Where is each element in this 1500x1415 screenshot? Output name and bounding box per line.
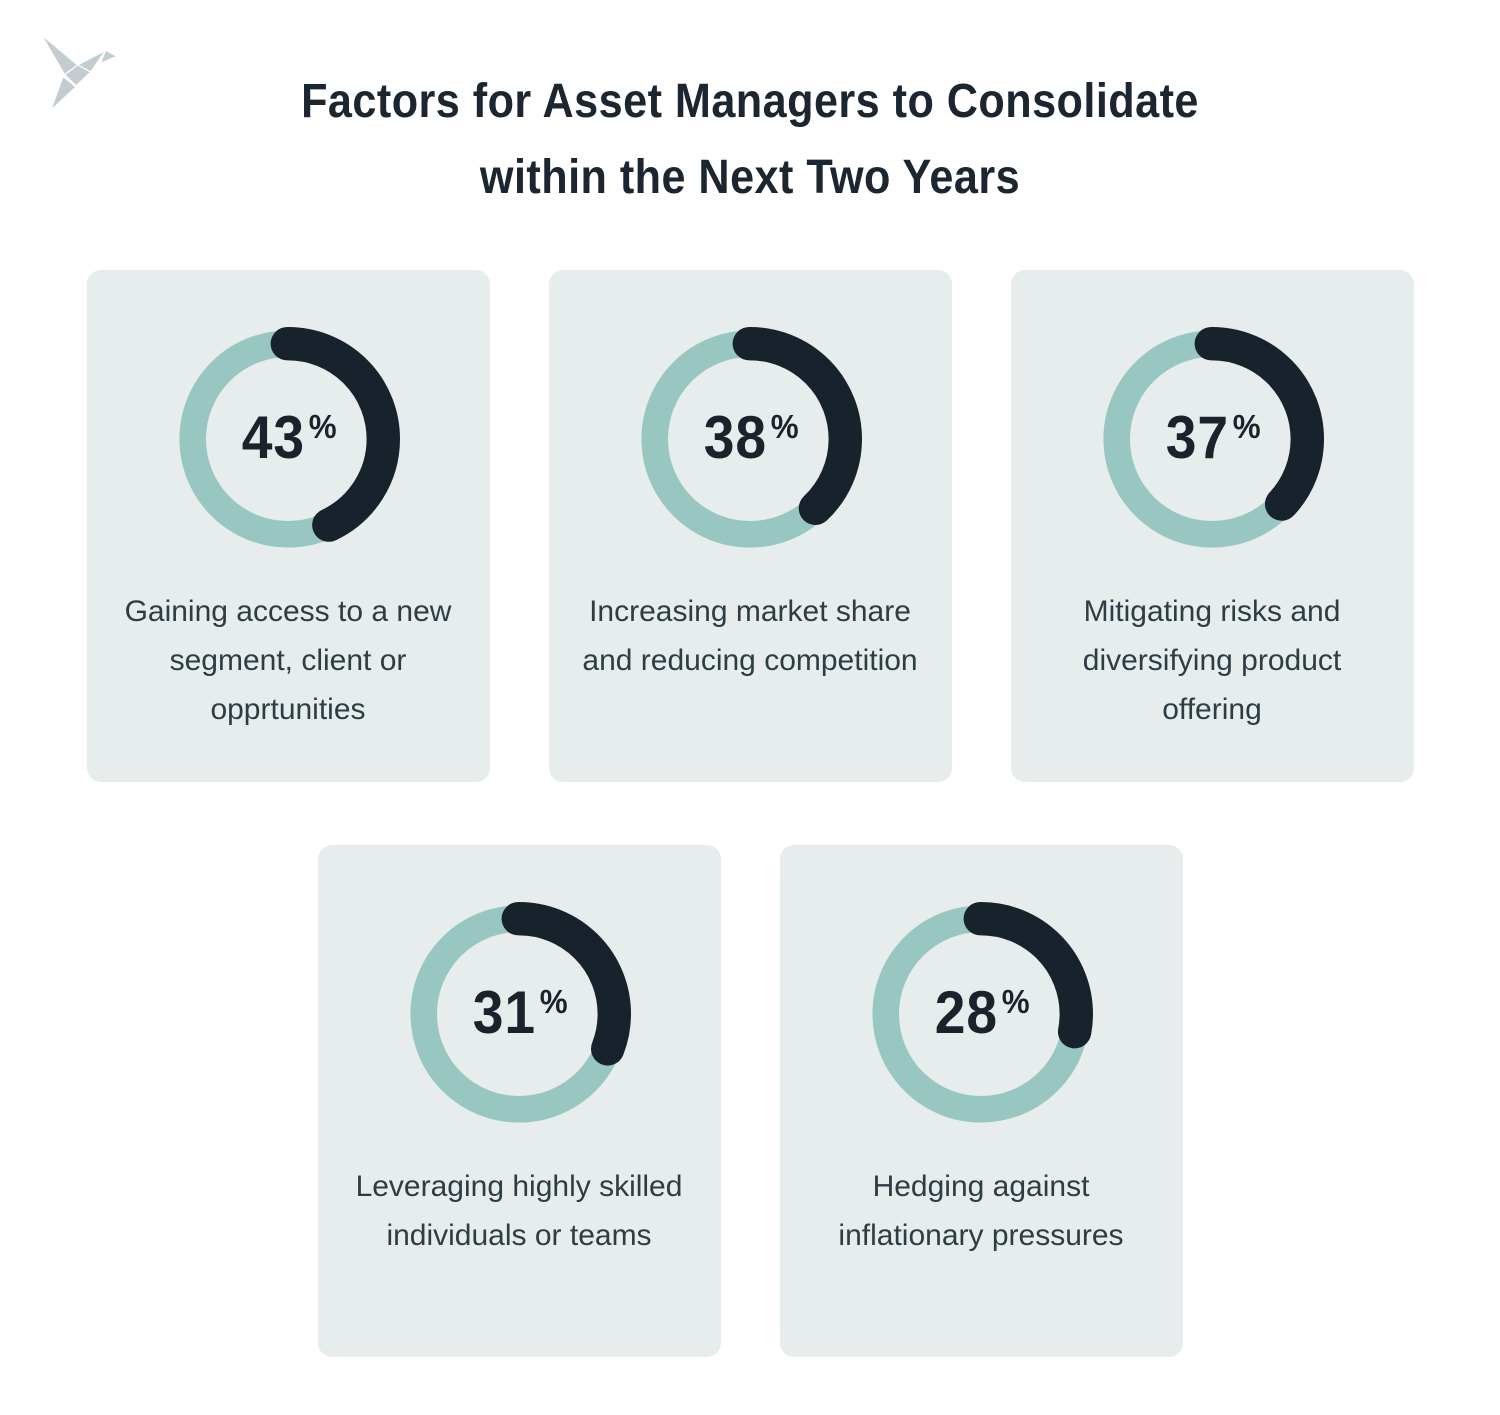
percent-value: 28	[934, 979, 998, 1047]
percent-sign: %	[770, 408, 799, 446]
title-line-1: Factors for Asset Managers to Consolidat…	[301, 75, 1199, 128]
donut-arc	[1100, 327, 1324, 551]
stat-card-inflation-hedge: 28% Hedging against inflationary pressur…	[779, 845, 1183, 1357]
title-line-2: within the Next Two Years	[479, 151, 1021, 204]
percent-label: 31%	[407, 978, 631, 1047]
card-caption: Gaining access to a new segment, client …	[124, 595, 452, 726]
donut-arc	[176, 327, 400, 551]
percent-value: 38	[703, 404, 767, 472]
card-caption: Increasing market share and reducing com…	[582, 595, 918, 677]
percent-value: 37	[1165, 404, 1229, 472]
donut-arc	[869, 902, 1093, 1126]
percent-value: 43	[241, 404, 305, 472]
percent-label: 43%	[176, 403, 400, 472]
percent-label: 37%	[1100, 403, 1324, 472]
donut-chart: 37%	[1100, 327, 1324, 551]
percent-value: 31	[472, 979, 536, 1047]
stat-card-skilled-individuals: 31% Leveraging highly skilled individual…	[317, 845, 721, 1357]
donut-chart: 28%	[869, 902, 1093, 1126]
percent-label: 38%	[638, 403, 862, 472]
card-caption: Mitigating risks and diversifying produc…	[1082, 595, 1342, 726]
card-caption: Leveraging highly skilled individuals or…	[355, 1170, 683, 1252]
bird-tail	[50, 75, 77, 112]
percent-sign: %	[308, 408, 337, 446]
page-title: Factors for Asset Managers to Consolidat…	[0, 64, 1500, 216]
percent-sign: %	[1001, 983, 1030, 1021]
stat-cards-row-1: 43% Gaining access to a new segment, cli…	[0, 270, 1500, 782]
donut-chart: 38%	[638, 327, 862, 551]
donut-arc	[407, 902, 631, 1126]
donut-chart: 43%	[176, 327, 400, 551]
percent-sign: %	[1232, 408, 1261, 446]
donut-chart: 31%	[407, 902, 631, 1126]
percent-sign: %	[539, 983, 568, 1021]
stat-cards-row-2: 31% Leveraging highly skilled individual…	[0, 845, 1500, 1357]
origami-bird-logo	[40, 33, 118, 112]
bird-beak	[99, 49, 118, 64]
stat-card-new-segment: 43% Gaining access to a new segment, cli…	[86, 270, 490, 782]
bird-body	[64, 64, 92, 87]
stat-card-market-share: 38% Increasing market share and reducing…	[548, 270, 952, 782]
percent-label: 28%	[869, 978, 1093, 1047]
donut-arc	[638, 327, 862, 551]
card-caption: Hedging against inflationary pressures	[838, 1170, 1124, 1252]
stat-card-mitigating-risks: 37% Mitigating risks and diversifying pr…	[1010, 270, 1414, 782]
